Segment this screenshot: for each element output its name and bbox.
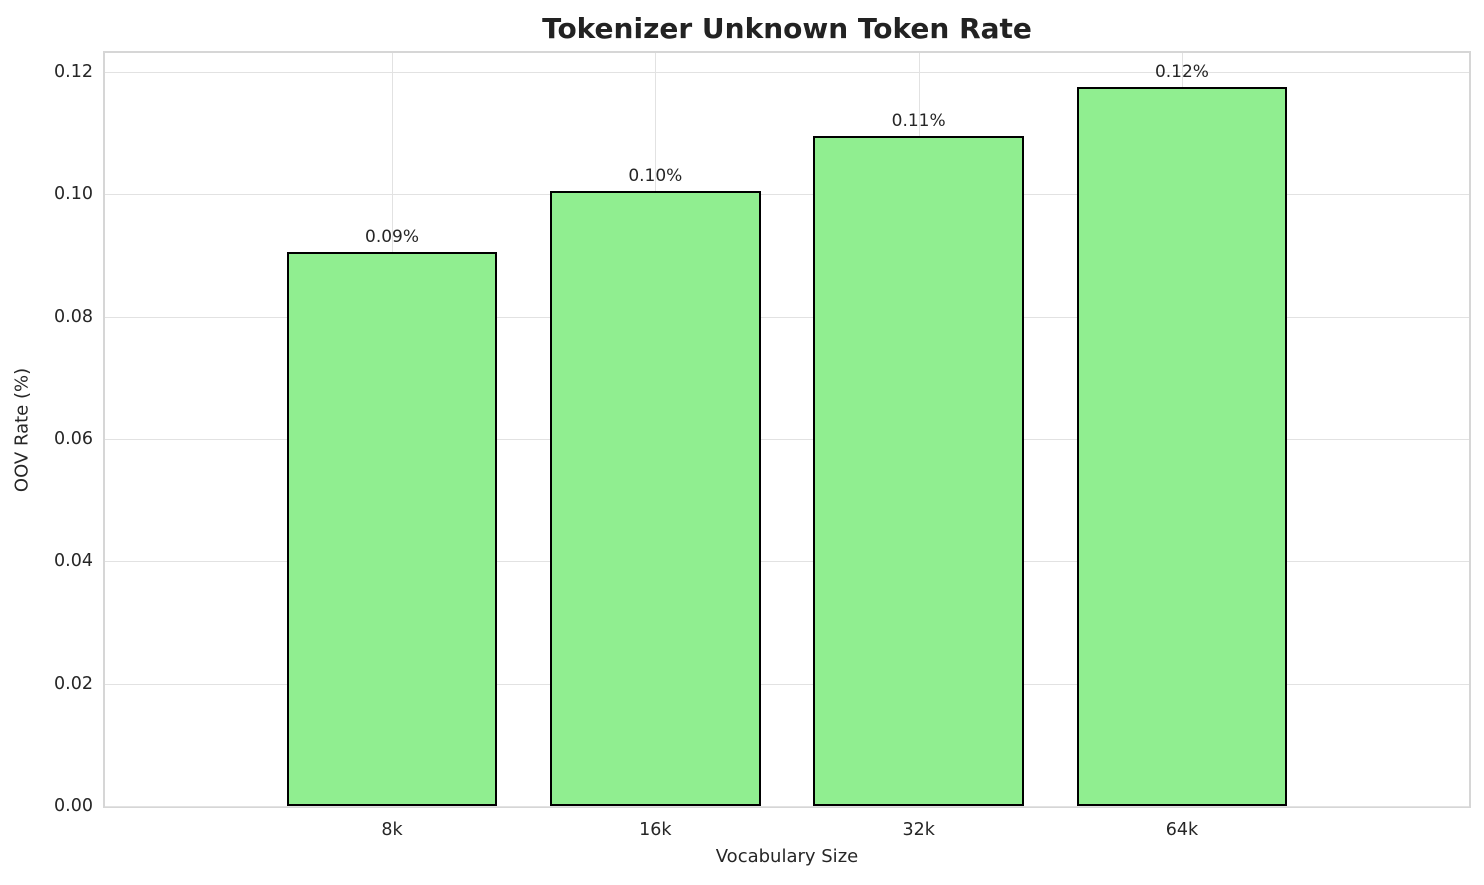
horizontal-gridline: [105, 683, 1469, 685]
y-tick-label: 0.02: [54, 673, 93, 694]
plot-area: 0.09% 0.10% 0.11% 0.12%: [103, 51, 1471, 808]
x-tick-label: 8k: [381, 820, 403, 840]
horizontal-gridline: [105, 71, 1469, 73]
bar-64k: [1076, 87, 1288, 806]
bar-value-label: 0.10%: [628, 166, 683, 187]
bar-16k: [550, 191, 761, 806]
y-tick-label: 0.04: [54, 551, 93, 572]
y-tick-label: 0.08: [54, 306, 93, 327]
bar-value-label: 0.11%: [891, 111, 946, 132]
chart-title: Tokenizer Unknown Token Rate: [542, 12, 1032, 45]
x-tick-label: 64k: [1165, 820, 1199, 840]
x-tick-label: 16k: [639, 820, 672, 840]
x-tick-label: 32k: [902, 820, 935, 840]
horizontal-gridline: [105, 806, 1469, 807]
y-tick-label: 0.10: [54, 184, 93, 205]
horizontal-gridline: [105, 194, 1469, 196]
horizontal-gridline: [105, 561, 1469, 563]
horizontal-gridline: [105, 438, 1469, 440]
horizontal-gridline: [105, 316, 1469, 318]
y-tick-label: 0.06: [54, 428, 93, 449]
bar-value-label: 0.09%: [365, 227, 420, 248]
bar-8k: [286, 252, 498, 806]
bar-32k: [813, 136, 1024, 806]
x-axis-label: Vocabulary Size: [715, 846, 859, 867]
y-tick-label: 0.12: [54, 61, 93, 82]
bar-value-label: 0.12%: [1154, 62, 1209, 83]
y-tick-label: 0.00: [54, 796, 93, 816]
